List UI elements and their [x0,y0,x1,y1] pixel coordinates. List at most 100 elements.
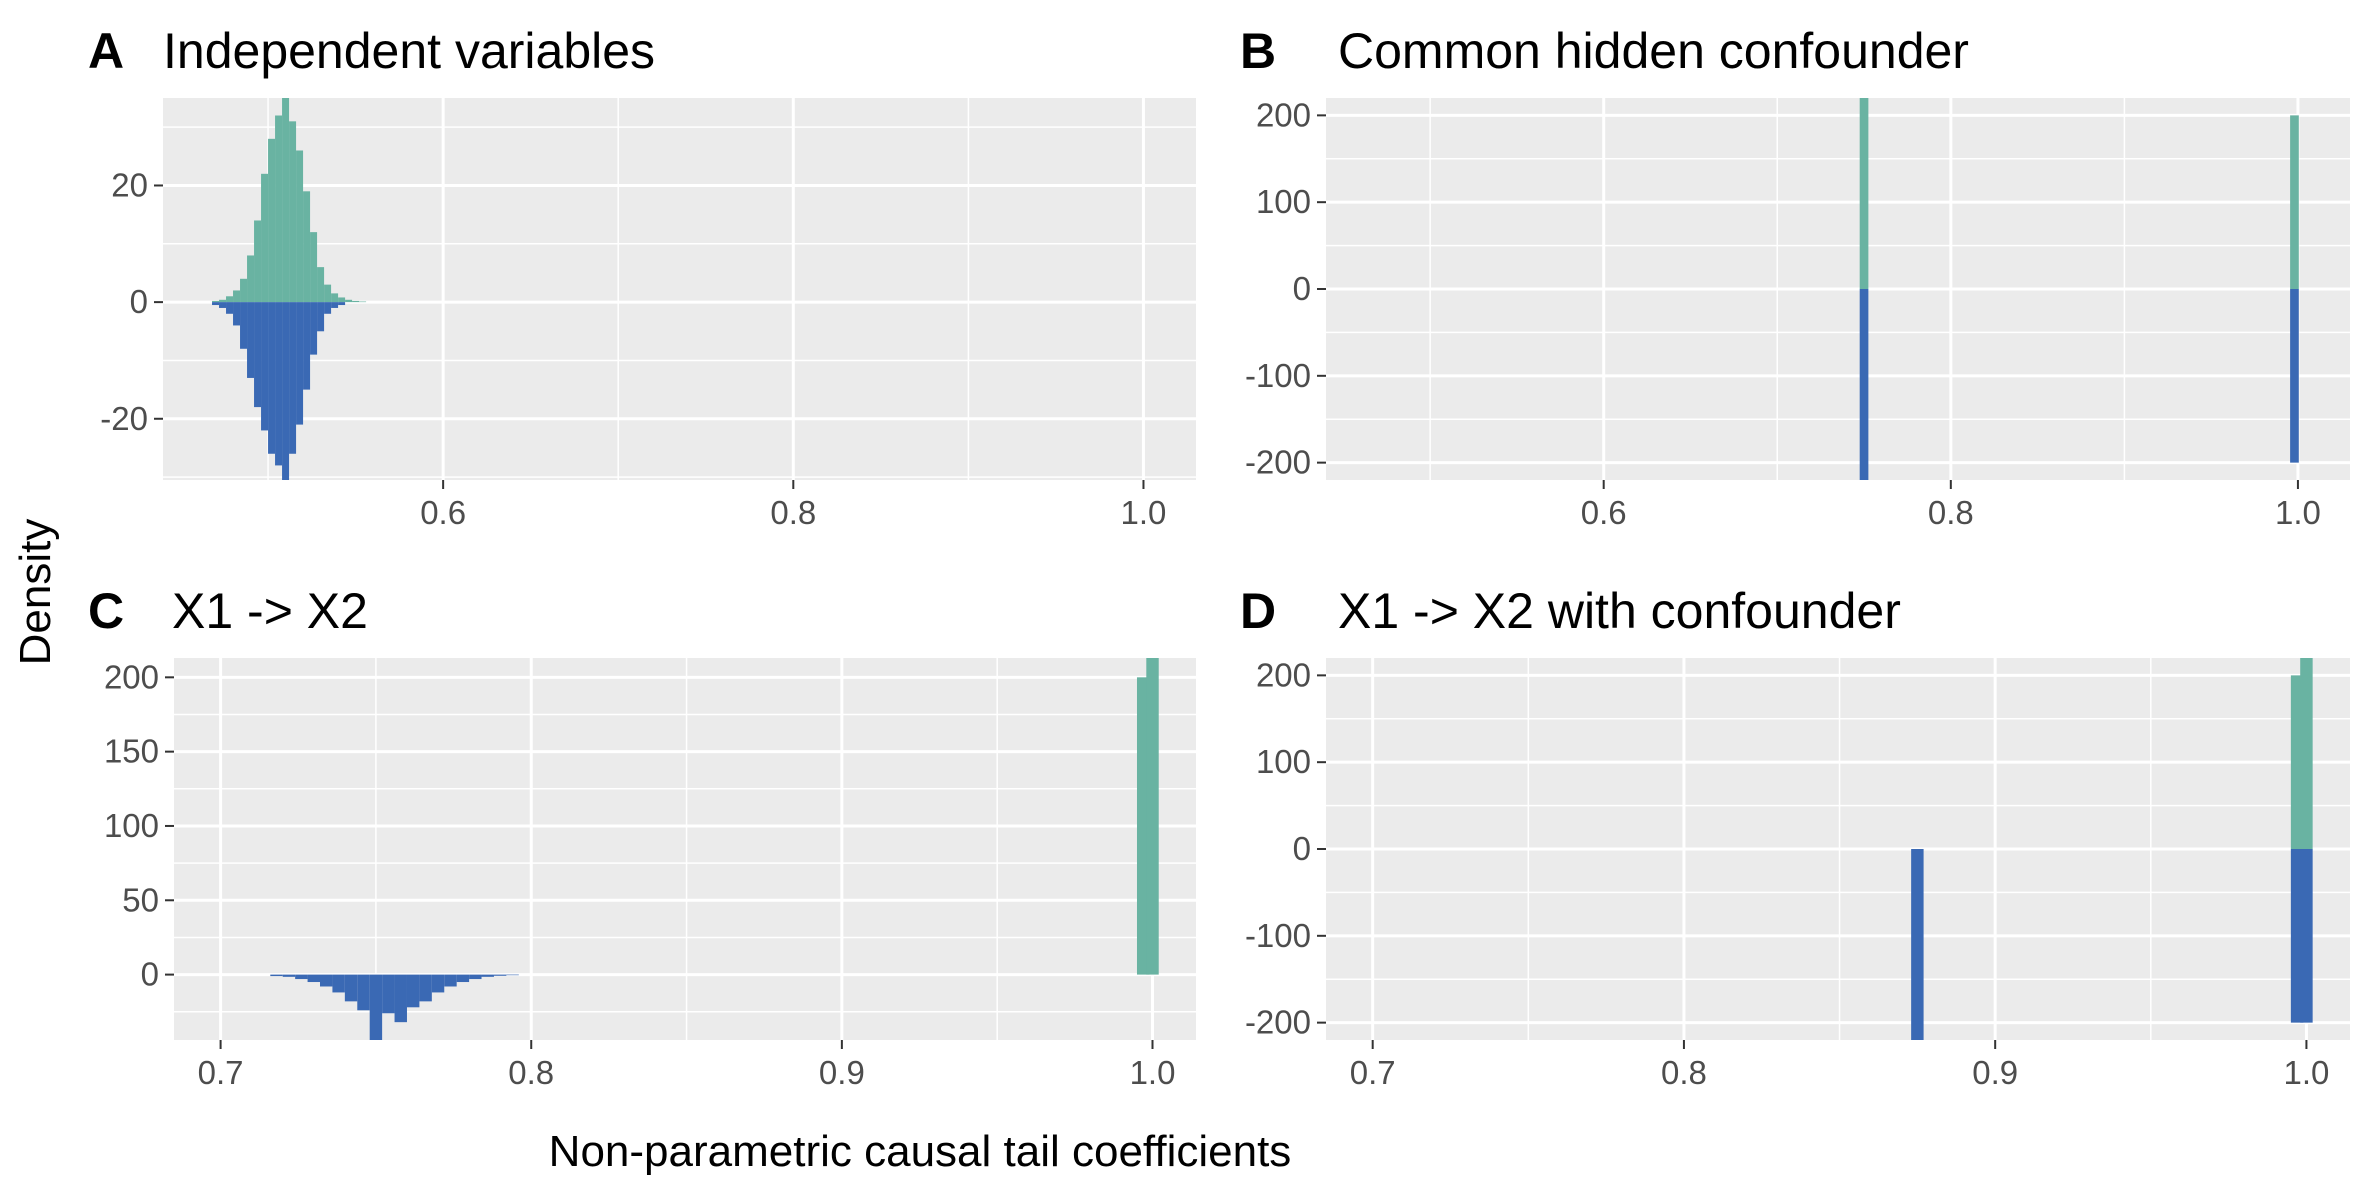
histogram-bar [275,115,283,303]
histogram-bar [219,299,227,303]
y-tick-label: 0 [130,283,148,320]
x-tick-label: 0.9 [1972,1054,2018,1091]
y-axis-title: Density [11,519,60,666]
y-tick-label: 200 [1256,96,1311,133]
histogram-bar [357,974,370,1011]
x-tick-label: 0.8 [1928,494,1974,531]
histogram-bar [324,284,332,303]
x-tick-label: 0.6 [420,494,466,531]
histogram-bar [268,302,276,454]
histogram-bar [431,974,445,993]
histogram-bar [506,974,519,976]
y-tick-label: -20 [100,400,148,437]
histogram-bar [352,300,360,303]
y-tick-label: 0 [1293,270,1311,307]
histogram-bar [282,302,290,480]
histogram-bar [338,297,346,303]
histogram-bar [345,299,353,303]
histogram-bar [310,302,318,355]
y-tick-label: 150 [104,733,159,770]
histogram-bar [261,173,269,303]
y-tick-label: 200 [1256,656,1311,693]
panel-letter: B [1240,23,1276,79]
histogram-bar [481,974,494,977]
histogram-bar [303,191,311,303]
panel-d: D X1 -> X2 with confounder 0.7 0.8 0.9 1.0 -20… [1240,583,2350,1091]
x-tick-label: 1.0 [2275,494,2321,531]
histogram-bar [406,974,420,1008]
histogram-bar [444,974,457,987]
histogram-bar [338,302,346,306]
y-tick-label: -100 [1245,917,1311,954]
panel-b: B Common hidden confounder 0.6 0.8 1.0 -200 -1… [1240,23,2350,531]
histogram-bar [240,278,248,303]
panel-title: Common hidden confounder [1338,23,1969,79]
histogram-bar [493,974,507,976]
y-tick-label: 50 [122,881,159,918]
y-tick-label: 0 [1293,830,1311,867]
y-tick-label: 100 [1256,743,1311,780]
x-tick-label: 0.7 [1350,1054,1396,1091]
y-tick-label: 200 [104,658,159,695]
histogram-bar [324,302,332,314]
histogram-bar [369,974,383,1040]
histogram-bar [317,267,325,303]
histogram-bar [2290,289,2299,463]
histogram-bar [268,138,276,303]
histogram-bar [240,302,248,349]
panel-a: A Independent variables 0.6 0.8 1.0 -20 0 20 [88,23,1196,531]
histogram-bar [289,302,297,454]
histogram-bar [469,974,482,980]
panel-c: C X1 -> X2 0.7 0.8 0.9 1.0 0 50 100 150 200 [88,583,1196,1091]
y-tick-label: -200 [1245,1004,1311,1041]
histogram-bar [254,220,262,303]
x-tick-label: 1.0 [1130,1054,1176,1091]
x-tick-label: 0.8 [508,1054,554,1091]
histogram-bar [212,302,220,306]
panel-letter: D [1240,583,1276,639]
histogram-bar [2300,658,2313,849]
panel-letter: A [88,23,124,79]
y-tick-label: 100 [104,807,159,844]
histogram-bar [317,302,325,332]
histogram-bar [382,974,395,1014]
histogram-bar [310,232,318,303]
panel-title: Independent variables [163,23,655,79]
histogram-bar [295,974,308,980]
histogram-bar [233,290,241,303]
panel-title: X1 -> X2 [172,583,368,639]
histogram-bar [307,974,320,983]
panel-title: X1 -> X2 with confounder [1338,583,1901,639]
histogram-bar [275,302,283,466]
histogram-bar [282,974,296,977]
histogram-bar [1859,98,1869,289]
histogram-bar [233,302,241,326]
histogram-bar [254,302,262,408]
x-tick-label: 1.0 [1121,494,1167,531]
histogram-bar [296,302,304,425]
histogram-bar [226,302,234,314]
histogram-bar [394,974,407,1023]
y-tick-label: 0 [141,956,159,993]
histogram-bar [320,974,333,987]
y-tick-label: -100 [1245,357,1311,394]
histogram-bar [1859,289,1869,480]
histogram-bar [1911,849,1924,1040]
x-tick-label: 0.8 [1661,1054,1707,1091]
histogram-bar [303,302,311,390]
histogram-bar [282,98,290,303]
x-axis-title: Non-parametric causal tail coefficients [549,1127,1292,1176]
y-tick-label: 100 [1256,183,1311,220]
x-tick-label: 0.6 [1581,494,1627,531]
histogram-bar [331,302,339,308]
y-tick-label: -200 [1245,444,1311,481]
histogram-bar [2290,115,2299,289]
histogram-bar [2300,849,2313,1023]
histogram-bar [261,302,269,431]
x-tick-label: 1.0 [2283,1054,2329,1091]
histogram-bar [331,293,339,303]
histogram-bar [344,974,358,1002]
plot-background [163,98,1196,480]
